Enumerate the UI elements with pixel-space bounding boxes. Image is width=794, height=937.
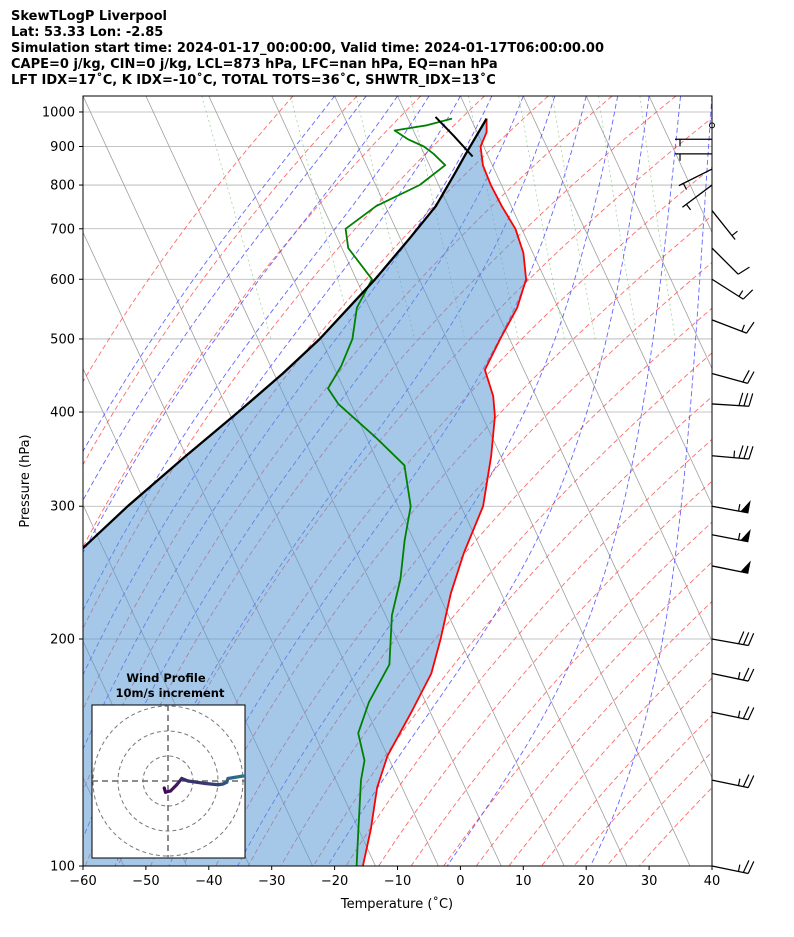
y-tick-label: 1000 — [42, 105, 75, 120]
location-line: Lat: 53.33 Lon: -2.85 — [11, 25, 164, 40]
moist-adiabat — [589, 96, 712, 866]
hodograph-plot — [92, 705, 245, 858]
y-tick-label: 500 — [50, 332, 75, 347]
isotherm-line — [460, 96, 712, 643]
parcel-ascent-line — [434, 116, 474, 158]
dry-adiabat — [508, 639, 712, 866]
wind-barb — [711, 631, 755, 647]
x-tick-label: 10 — [515, 874, 532, 889]
y-tick-label: 600 — [50, 273, 75, 288]
hodograph-trace — [203, 781, 220, 787]
x-tick-label: 40 — [704, 874, 721, 889]
x-tick-label: 0 — [456, 874, 464, 889]
temperature-line — [362, 118, 527, 866]
wind-barb — [711, 560, 751, 574]
x-tick-label: −10 — [384, 874, 411, 889]
dry-adiabat — [83, 96, 358, 466]
chart-title: SkewTLogP Liverpool — [11, 9, 167, 24]
wind-barb — [709, 122, 715, 129]
dry-adiabat — [345, 438, 712, 866]
isotherm-line — [334, 96, 691, 866]
wind-barb — [711, 860, 755, 875]
cape-cin-shading — [83, 118, 527, 866]
dry-adiabat — [541, 677, 712, 866]
mixing-ratio-line — [201, 96, 272, 340]
x-tick-label: −20 — [321, 874, 348, 889]
mixing-ratio-line — [410, 96, 466, 340]
mixing-ratio-line — [518, 96, 565, 340]
mixing-ratio-line — [355, 96, 416, 340]
wind-barb — [711, 319, 755, 334]
wind-barb — [711, 500, 751, 514]
mixing-ratio-line — [551, 96, 596, 340]
wind-barb — [675, 138, 712, 147]
wind-barb — [711, 445, 754, 460]
moist-adiabat — [446, 96, 681, 866]
y-tick-label: 900 — [50, 140, 75, 155]
wind-barb — [711, 774, 755, 789]
moist-adiabat — [114, 96, 556, 866]
y-tick-label: 700 — [50, 222, 75, 237]
dewpoint-line — [327, 117, 453, 866]
isotherm-line — [775, 96, 794, 866]
y-tick-label: 300 — [50, 500, 75, 515]
wind-barb — [711, 278, 754, 300]
x-tick-label: −30 — [258, 874, 285, 889]
dry-adiabat — [313, 396, 712, 866]
x-tick-label: −60 — [69, 874, 96, 889]
x-tick-label: −40 — [195, 874, 222, 889]
wind-barb — [678, 168, 713, 190]
y-tick-label: 400 — [50, 406, 75, 421]
wind-barb — [711, 210, 738, 240]
isotherm-line — [648, 96, 712, 234]
isotherm-line — [522, 96, 712, 506]
wind-barb — [711, 528, 751, 543]
y-tick-label: 100 — [50, 860, 75, 875]
wind-barb — [711, 247, 750, 275]
index-line: LFT IDX=17˚C, K IDX=-10˚C, TOTAL TOTS=36… — [11, 73, 496, 88]
x-tick-label: 20 — [578, 874, 595, 889]
wind-barb — [711, 667, 755, 682]
hodograph-trace — [241, 774, 245, 778]
wind-barb — [711, 706, 755, 721]
hodograph-title: Wind Profile — [126, 671, 206, 685]
dry-adiabat — [83, 96, 422, 548]
dry-adiabat — [573, 714, 712, 866]
moist-adiabat — [83, 96, 367, 502]
mixing-ratio-line — [290, 96, 355, 340]
dry-adiabat — [606, 751, 712, 866]
hodograph-inset: Wind Profile 10m/s increment — [91, 671, 246, 859]
y-axis-label: Pressure (hPa) — [18, 434, 33, 527]
dry-adiabat — [83, 96, 485, 630]
x-tick-label: 30 — [641, 874, 658, 889]
hodograph-subtitle: 10m/s increment — [116, 686, 225, 700]
dry-adiabat — [638, 787, 712, 866]
dry-adiabat — [475, 600, 712, 866]
axes: −60 −50 −40 −30 −20 −10 0 10 20 30 40 100 200 300 400 5… — [42, 105, 755, 889]
isotherm-line — [711, 96, 712, 97]
wind-barb — [675, 153, 712, 161]
mixing-ratio-line — [598, 96, 638, 340]
x-tick-label: −50 — [132, 874, 159, 889]
x-axis-label: Temperature (˚C) — [340, 896, 453, 912]
moist-adiabat — [83, 96, 335, 453]
isotherm-line — [585, 96, 712, 370]
wind-barb — [682, 184, 713, 211]
hodograph-trace — [186, 779, 208, 786]
y-tick-label: 200 — [50, 633, 75, 648]
mixing-ratio-line — [639, 96, 676, 340]
moist-adiabat — [83, 96, 398, 554]
dry-adiabat — [443, 561, 712, 866]
cape-line: CAPE=0 j/kg, CIN=0 j/kg, LCL=873 hPa, LF… — [11, 57, 498, 72]
moist-adiabat — [83, 96, 430, 612]
parcel-profile-line — [83, 118, 488, 550]
time-line: Simulation start time: 2024-01-17_00:00:… — [11, 41, 604, 56]
wind-barb — [711, 392, 754, 407]
wind-barb — [711, 370, 755, 384]
chart-header: SkewTLogP Liverpool Lat: 53.33 Lon: -2.8… — [11, 9, 604, 89]
y-tick-label: 800 — [50, 179, 75, 194]
dry-adiabat — [410, 521, 712, 866]
